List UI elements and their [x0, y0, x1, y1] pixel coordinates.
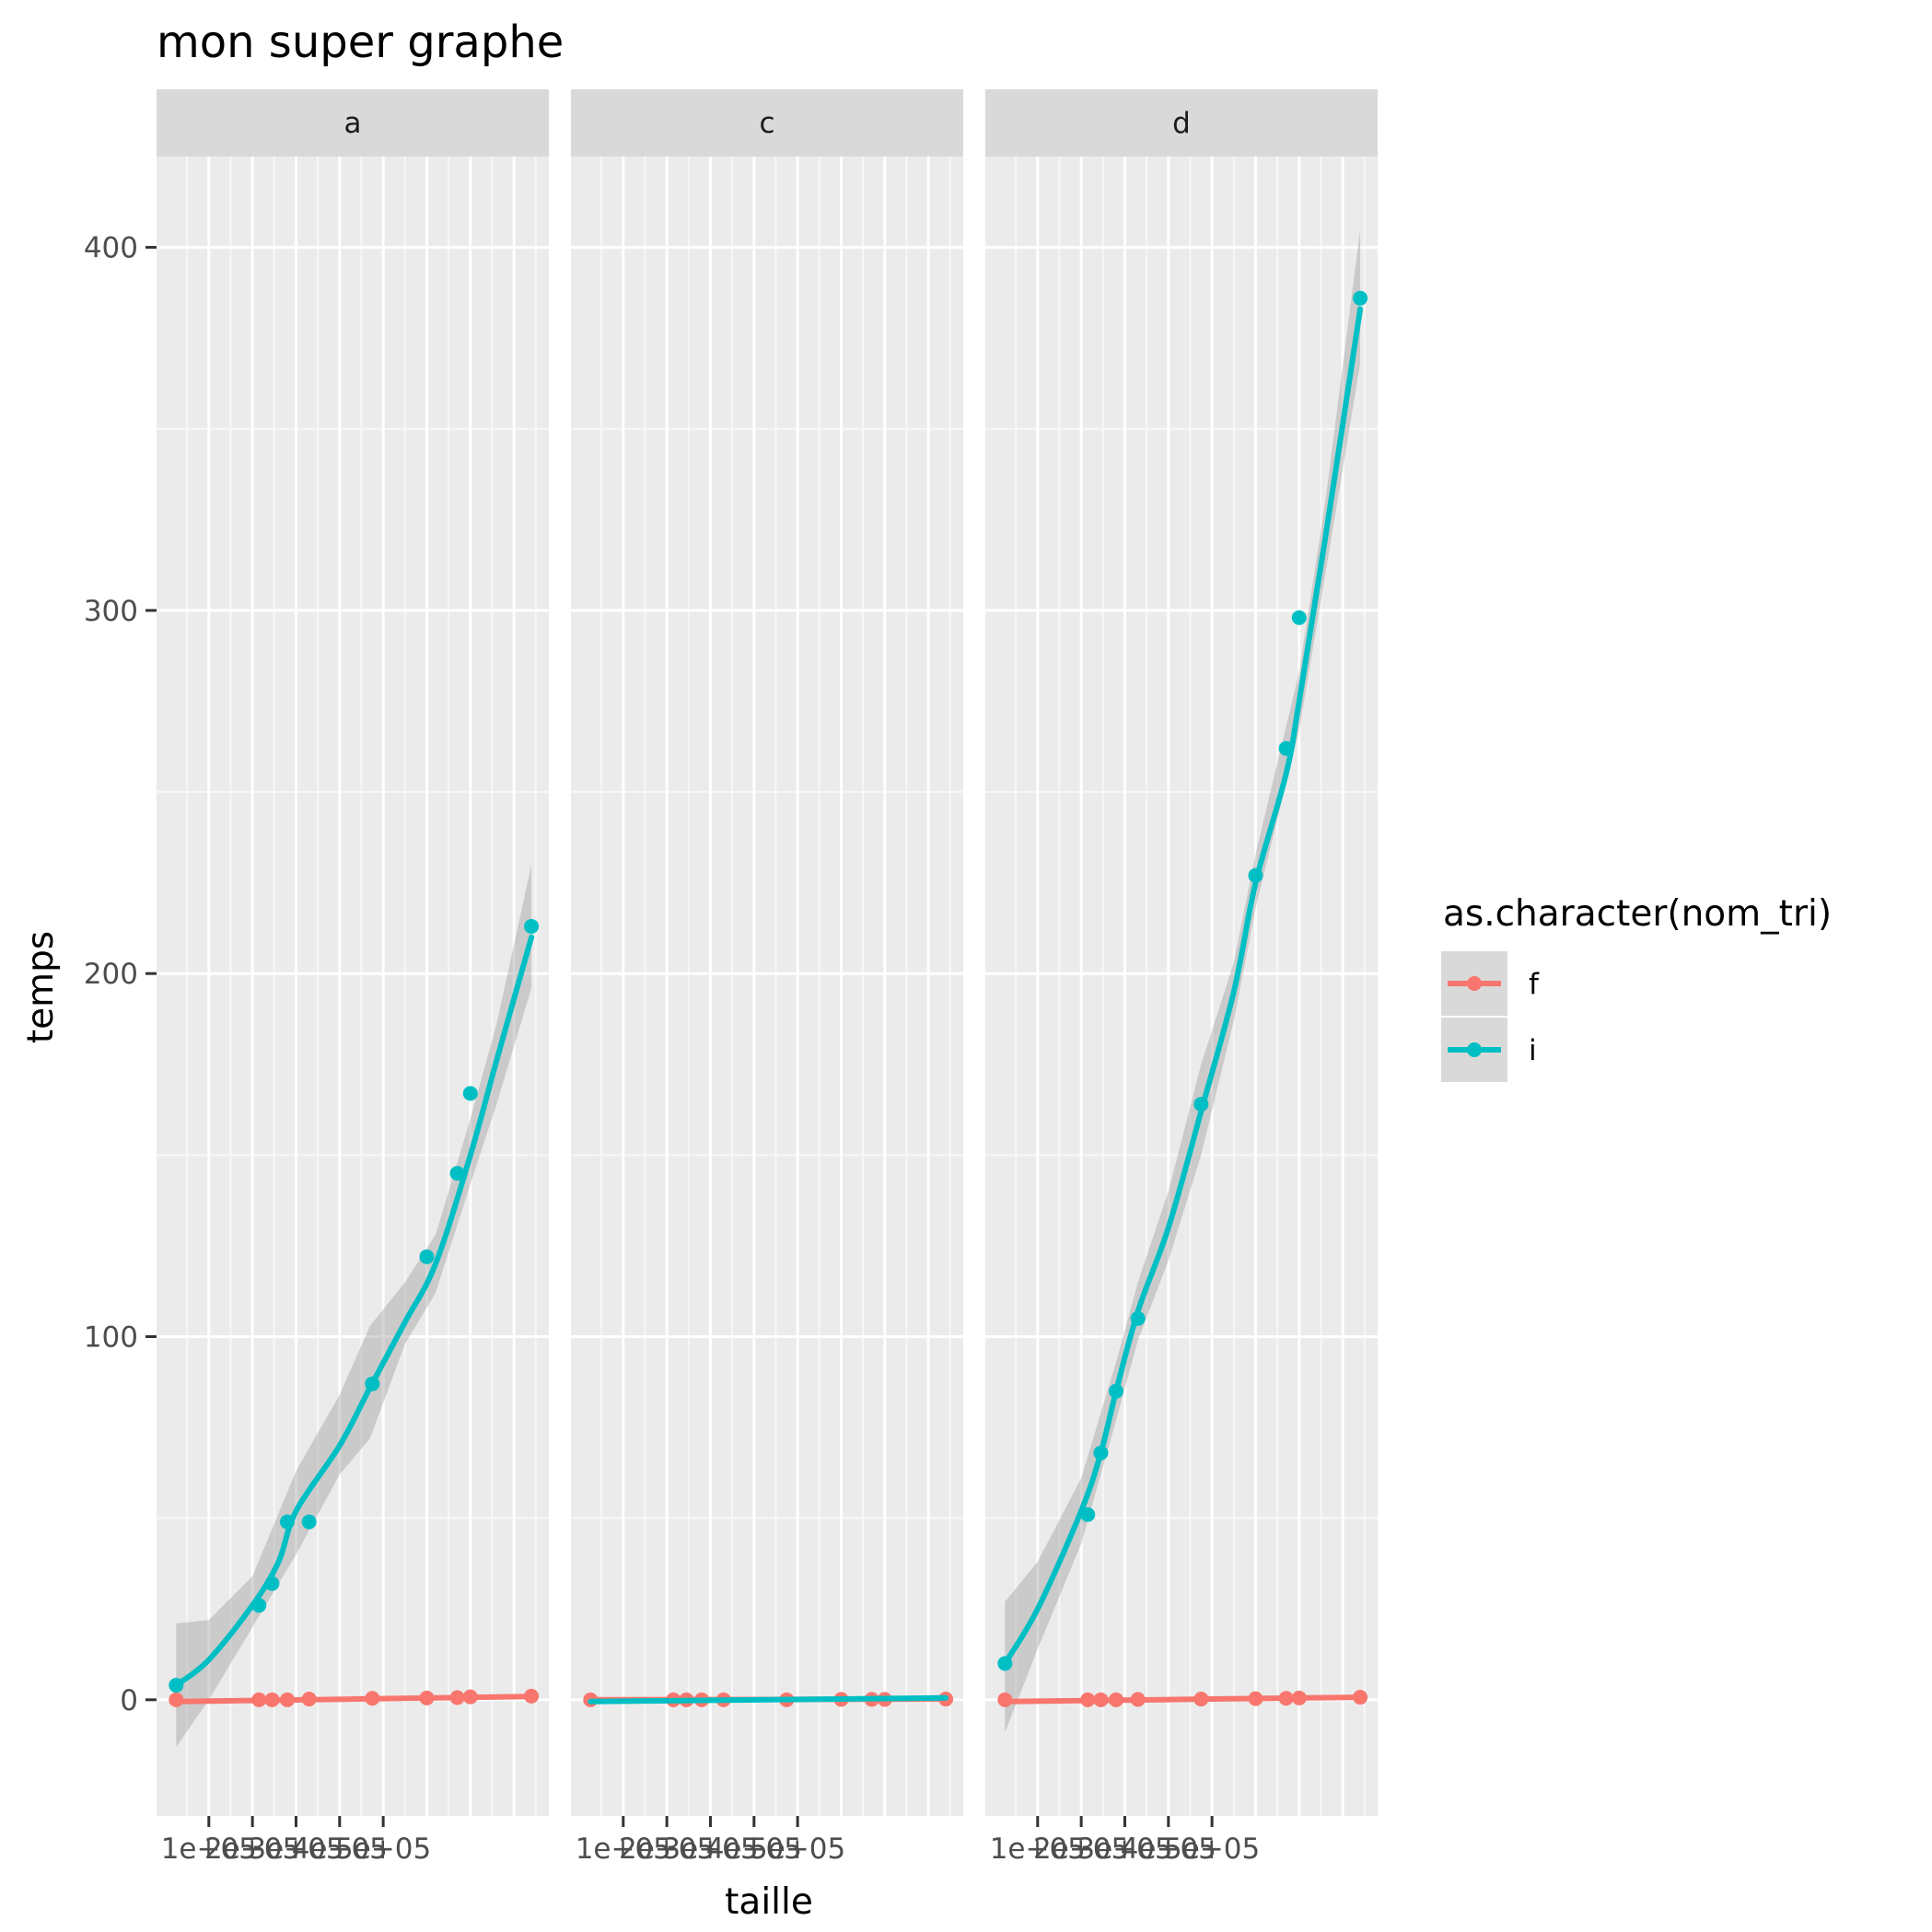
y-tick-label: 400 [84, 232, 138, 265]
x-tick-label: 4e+05 [292, 1833, 388, 1866]
data-point-i [1291, 610, 1307, 625]
data-point-i [524, 918, 540, 934]
x-tick-label: 2e+05 [204, 1833, 300, 1866]
data-point-i [419, 1249, 435, 1264]
x-tick-label: 3e+05 [248, 1833, 343, 1866]
x-tick-label: 1e+05 [576, 1833, 671, 1866]
x-tick-label: 1e+05 [161, 1833, 257, 1866]
x-tick-label: 4e+05 [706, 1833, 802, 1866]
y-axis: 0 100 200 300 400 [84, 232, 157, 1717]
panel-background [157, 157, 549, 1816]
smooth-line-i [588, 1694, 949, 1705]
x-tick-label: 5e+05 [335, 1833, 431, 1866]
x-tick-label: 1e+05 [990, 1833, 1086, 1866]
legend-item-f: f [1441, 951, 1540, 1016]
panel-background [985, 157, 1378, 1816]
panel-background [571, 157, 963, 1816]
x-tick-label: 5e+05 [1164, 1833, 1260, 1866]
y-tick-label: 0 [120, 1684, 138, 1717]
x-axis-title: taille [725, 1881, 813, 1923]
facet-strip-label: a [344, 107, 362, 140]
legend-label: f [1529, 968, 1540, 1001]
legend-label: i [1529, 1034, 1537, 1067]
panel-c: c [571, 89, 963, 1816]
facet-strip [985, 89, 1378, 157]
smooth-line-f [173, 1693, 535, 1705]
smooth-line-f [1002, 1694, 1364, 1705]
y-tick-label: 300 [84, 595, 138, 628]
x-tick-label: 5e+05 [750, 1833, 845, 1866]
confidence-band-i [1005, 228, 1361, 1733]
facet-strip-label: d [1172, 107, 1191, 140]
facet-strip-label: c [759, 107, 774, 140]
data-point-i [462, 1086, 478, 1101]
legend: as.character(nom_tri) fi [1441, 893, 1832, 1082]
y-tick-label: 100 [84, 1321, 138, 1355]
facet-strip [571, 89, 963, 157]
chart-title: mon super graphe [157, 17, 564, 68]
panel-d: d [985, 89, 1378, 1816]
legend-item-i: i [1441, 1018, 1537, 1082]
smooth-line-i [173, 934, 535, 1688]
data-point-i [301, 1514, 317, 1530]
legend-key-point [1467, 976, 1482, 991]
x-tick-label: 2e+05 [1033, 1833, 1129, 1866]
x-tick-label: 4e+05 [1121, 1833, 1216, 1866]
y-axis-title: temps [20, 931, 62, 1043]
legend-title: as.character(nom_tri) [1443, 893, 1832, 935]
x-tick-label: 3e+05 [662, 1833, 758, 1866]
legend-key-point [1467, 1042, 1482, 1057]
x-tick-label: 3e+05 [1077, 1833, 1172, 1866]
facet-strip [157, 89, 549, 157]
data-point-i [1353, 290, 1368, 306]
y-tick-label: 200 [84, 958, 138, 991]
smooth-line-i [1002, 306, 1364, 1667]
panel-a: a [157, 89, 549, 1816]
x-tick-label: 2e+05 [619, 1833, 715, 1866]
